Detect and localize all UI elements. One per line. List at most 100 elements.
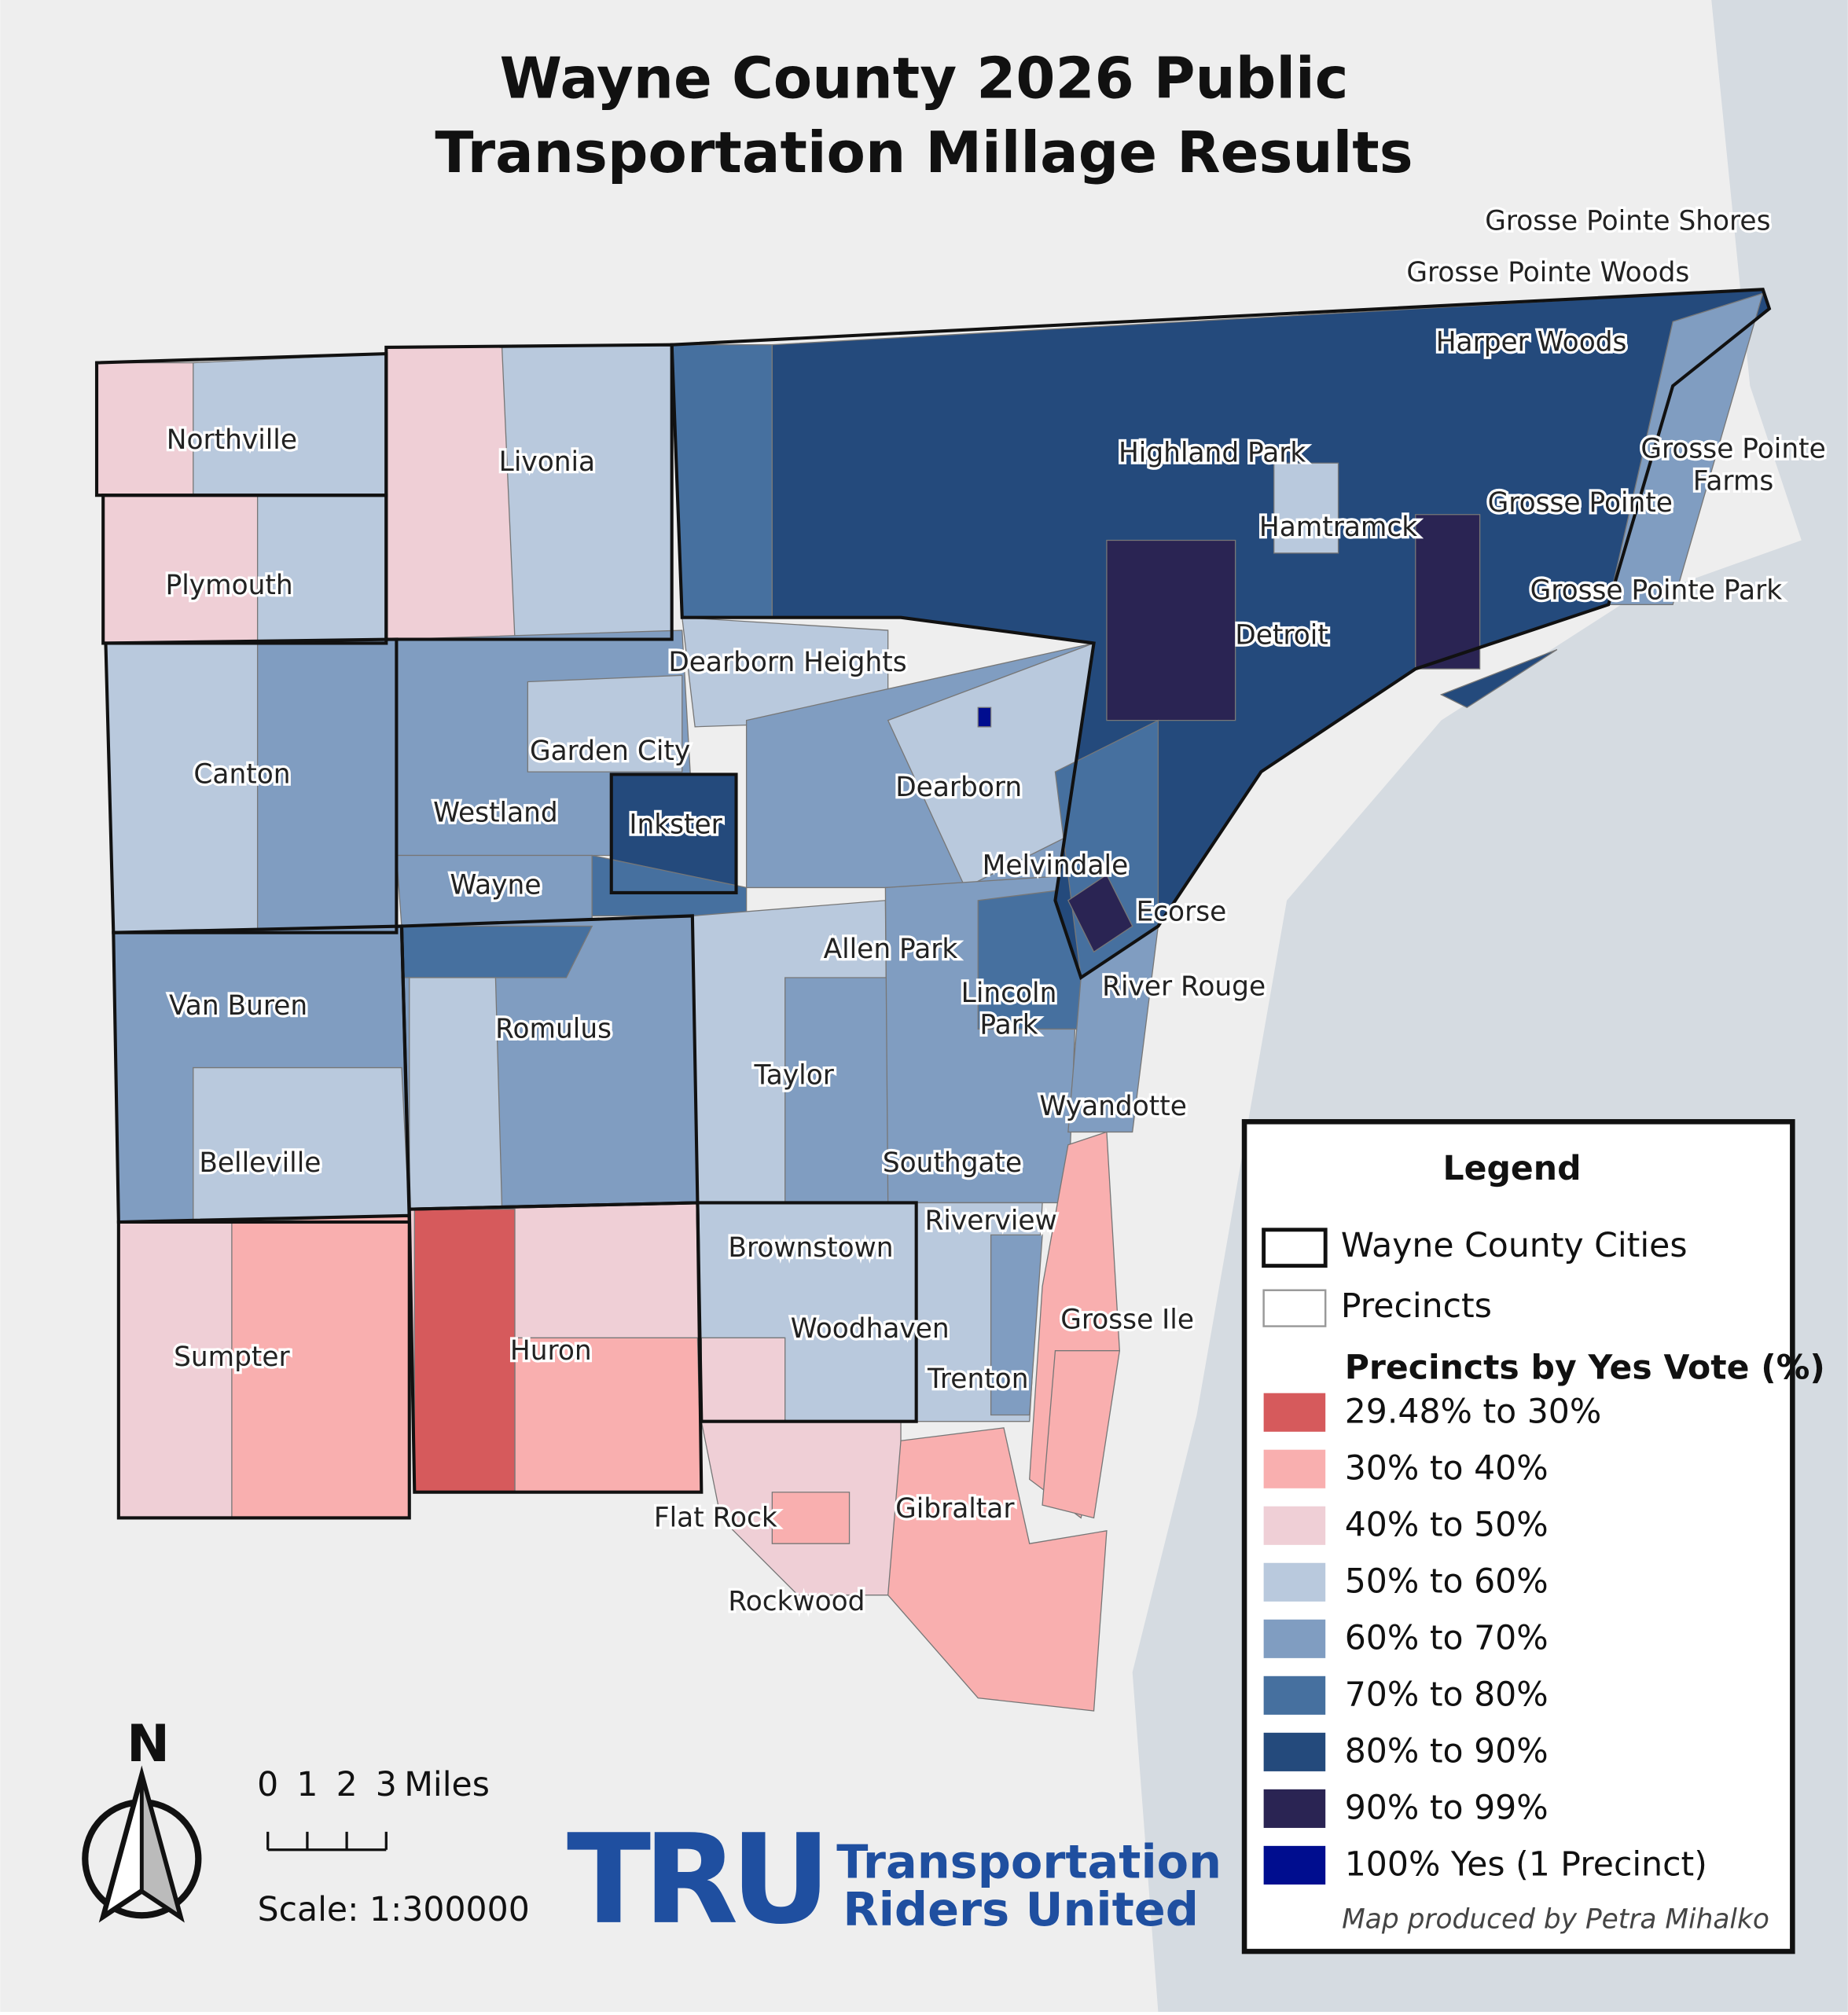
city-label: Gibraltar <box>895 1493 1015 1525</box>
city-boundary <box>104 637 399 934</box>
city-label: Romulus <box>495 1014 612 1045</box>
legend-class-label: 30% to 40% <box>1345 1449 1549 1488</box>
city-label: Harper Woods <box>1436 327 1627 358</box>
city-label: Brownstown <box>728 1232 893 1264</box>
city-label: Garden City <box>530 736 690 767</box>
legend-classes: 29.48% to 30% 30% to 40% 40% to 50% 50% to … <box>1263 1393 1707 1885</box>
scale-unit: Miles <box>404 1766 490 1804</box>
logo: TRU Transportation Riders United <box>567 1808 1222 1952</box>
city-label: Van Buren <box>169 990 307 1022</box>
credit: Map produced by Petra Mihalko <box>1342 1903 1769 1935</box>
precinct-area <box>527 674 683 773</box>
legend: Legend Wayne County Cities Precincts Pre… <box>1241 1119 1825 1954</box>
legend-swatch <box>1263 1506 1326 1545</box>
precinct-area <box>887 1427 1108 1712</box>
city-boundary <box>116 1213 411 1520</box>
scale-bar: Scale: 1:300000 0 1 2 3 Miles <box>257 1766 530 1929</box>
legend-swatch <box>1263 1393 1326 1432</box>
city-label: Wyandotte <box>1039 1091 1186 1122</box>
scale-tick-label: 1 <box>296 1766 318 1804</box>
legend-class-label: 29.48% to 30% <box>1345 1393 1602 1431</box>
city-label: Grosse Pointe <box>1640 433 1825 464</box>
city-label: Canton <box>193 759 290 791</box>
city-label: Taylor <box>753 1060 834 1092</box>
city-label: Ecorse <box>1136 897 1226 928</box>
title-line-1: Wayne County 2026 Public <box>500 45 1349 111</box>
precinct-area <box>671 344 773 618</box>
legend-class-label: 60% to 70% <box>1345 1619 1549 1657</box>
scale-text: Scale: 1:300000 <box>258 1891 530 1929</box>
precinct-area <box>501 344 673 640</box>
legend-swatch <box>1263 1732 1326 1771</box>
city-label: Melvindale <box>983 850 1129 882</box>
precinct-area <box>771 1492 851 1544</box>
legend-swatch <box>1263 1845 1326 1885</box>
legend-class-label: 70% to 80% <box>1345 1675 1549 1714</box>
city-label: Sumpter <box>174 1341 290 1373</box>
legend-class-label: 40% to 50% <box>1345 1506 1549 1544</box>
scale-tick-label: 0 <box>257 1766 278 1804</box>
city-label: Grosse Pointe Shores <box>1485 206 1770 237</box>
city-label: Woodhaven <box>791 1313 950 1345</box>
precinct-area <box>1439 648 1558 709</box>
city-label: Detroit <box>1235 620 1328 651</box>
city-label: Dearborn <box>895 772 1022 803</box>
precinct-area <box>990 1234 1043 1416</box>
precinct-area <box>409 977 503 1210</box>
precinct-area <box>1042 1350 1121 1519</box>
legend-city-swatch <box>1262 1228 1328 1268</box>
city-label: Westland <box>433 798 558 829</box>
city-label: Southgate <box>883 1147 1022 1179</box>
legend-city-label: Wayne County Cities <box>1341 1227 1688 1265</box>
city-label: Belleville <box>199 1147 321 1179</box>
north-arrow: N <box>82 1714 202 1923</box>
city-label: Livonia <box>499 446 595 478</box>
legend-title: Legend <box>1443 1150 1582 1188</box>
scale-tick-label: 2 <box>336 1766 358 1804</box>
city-boundary <box>670 288 1772 981</box>
legend-precinct-label: Precincts <box>1341 1287 1492 1326</box>
precinct-area <box>1607 292 1764 605</box>
city-label: Hamtramck <box>1259 512 1417 543</box>
legend-box <box>1241 1119 1795 1954</box>
legend-class-label: 50% to 60% <box>1345 1562 1549 1601</box>
city-label: Allen Park <box>824 934 958 965</box>
precinct-area <box>1415 514 1481 670</box>
legend-swatch <box>1263 1619 1326 1658</box>
legend-precinct-swatch <box>1262 1289 1327 1327</box>
precinct-area <box>1273 462 1339 554</box>
city-label: Plymouth <box>166 570 293 601</box>
legend-swatch <box>1263 1562 1326 1602</box>
city-label: Dearborn Heights <box>668 647 906 678</box>
legend-swatch <box>1263 1789 1326 1828</box>
city-label: Trenton <box>927 1364 1029 1395</box>
legend-swatch <box>1263 1675 1326 1715</box>
city-label: Farms <box>1693 465 1774 497</box>
legend-classes-title: Precincts by Yes Vote (%) <box>1345 1349 1825 1388</box>
legend-class-label: 80% to 90% <box>1345 1732 1549 1771</box>
city-label: Lincoln <box>961 978 1057 1009</box>
city-boundary <box>101 494 388 645</box>
city-label: Riverview <box>925 1205 1057 1236</box>
precinct-area <box>1067 874 1133 953</box>
city-label: Huron <box>510 1335 592 1367</box>
city-label: Grosse Pointe Park <box>1530 574 1783 606</box>
city-boundary <box>609 773 738 895</box>
north-arrow-shade <box>139 1775 184 1921</box>
logo-line-2: Riders United <box>843 1882 1199 1936</box>
precinct-area <box>1106 539 1236 721</box>
logo-line-1: Transportation <box>836 1835 1222 1889</box>
city-label: River Rouge <box>1102 971 1266 1003</box>
city-label: Grosse Pointe Woods <box>1406 257 1689 288</box>
north-label: N <box>127 1714 170 1774</box>
legend-class-label: 100% Yes (1 Precinct) <box>1345 1846 1707 1885</box>
city-label: Northville <box>167 424 297 456</box>
precinct-area <box>401 925 593 978</box>
precinct-area <box>413 1208 516 1493</box>
legend-swatch <box>1263 1449 1326 1488</box>
precinct-area <box>193 1066 410 1223</box>
logo-mark: TRU <box>567 1808 823 1952</box>
city-label: Grosse Pointe <box>1488 487 1673 519</box>
